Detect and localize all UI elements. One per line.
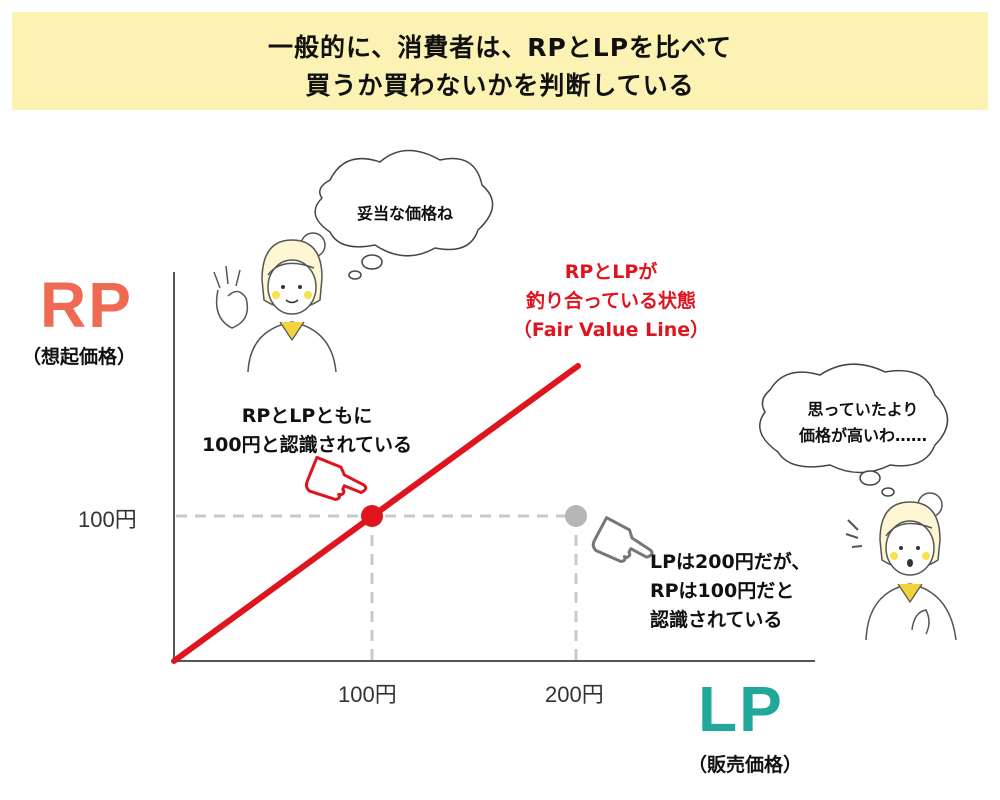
bubble-top-text: 妥当な価格ね bbox=[356, 204, 453, 223]
y-tick-100: 100円 bbox=[78, 507, 137, 532]
y-axis-sublabel: （想起価格） bbox=[22, 346, 137, 368]
point-fair-100 bbox=[361, 505, 383, 527]
point-b-note-line-3: 認識されている bbox=[650, 609, 783, 631]
fair-value-note-line-3: （Fair Value Line） bbox=[512, 319, 710, 341]
pointing-hand-icon bbox=[304, 455, 368, 501]
point-b-note-line-1: LPは200円だが、 bbox=[650, 551, 811, 573]
point-b-note-line-2: RPは100円だと bbox=[650, 580, 795, 602]
fair-value-note-line-2: 釣り合っている状態 bbox=[525, 290, 697, 312]
title-banner: 一般的に、消費者は、RPとLPを比べて 買うか買わないかを判断している bbox=[12, 12, 988, 110]
bubble-right-text: 思っていたより 価格が高いわ…… bbox=[778, 397, 948, 449]
y-axis-label: RP bbox=[40, 269, 133, 341]
x-axis-label: LP bbox=[698, 673, 784, 745]
x-axis-sublabel: （販売価格） bbox=[688, 754, 803, 776]
pointing-hand-icon bbox=[591, 516, 654, 563]
title-line-2: 買うか買わないかを判断している bbox=[305, 71, 695, 100]
point-a-note-line-2: 100円と認識されている bbox=[201, 434, 413, 456]
point-grey-200 bbox=[565, 505, 587, 527]
bubble-right-line-1: 思っていたより bbox=[807, 400, 919, 419]
point-a-note-line-1: RPとLPともに bbox=[241, 405, 373, 427]
thought-bubble-icon bbox=[314, 149, 494, 280]
woman-ok-sign-icon bbox=[213, 232, 337, 373]
bubble-right-line-2: 価格が高いわ…… bbox=[798, 426, 927, 445]
point-a-note: RPとLPともに 100円と認識されている bbox=[172, 402, 442, 460]
fair-value-note: RPとLPが 釣り合っている状態 （Fair Value Line） bbox=[506, 258, 716, 345]
x-tick-100: 100円 bbox=[338, 682, 397, 707]
title-line-1: 一般的に、消費者は、RPとLPを比べて bbox=[267, 33, 733, 62]
woman-surprised-icon bbox=[845, 492, 957, 641]
x-tick-200: 200円 bbox=[545, 682, 604, 707]
fair-value-note-line-1: RPとLPが bbox=[564, 261, 658, 283]
thought-bubble-icon bbox=[759, 363, 949, 497]
point-b-note: LPは200円だが、 RPは100円だと 認識されている bbox=[650, 548, 870, 635]
